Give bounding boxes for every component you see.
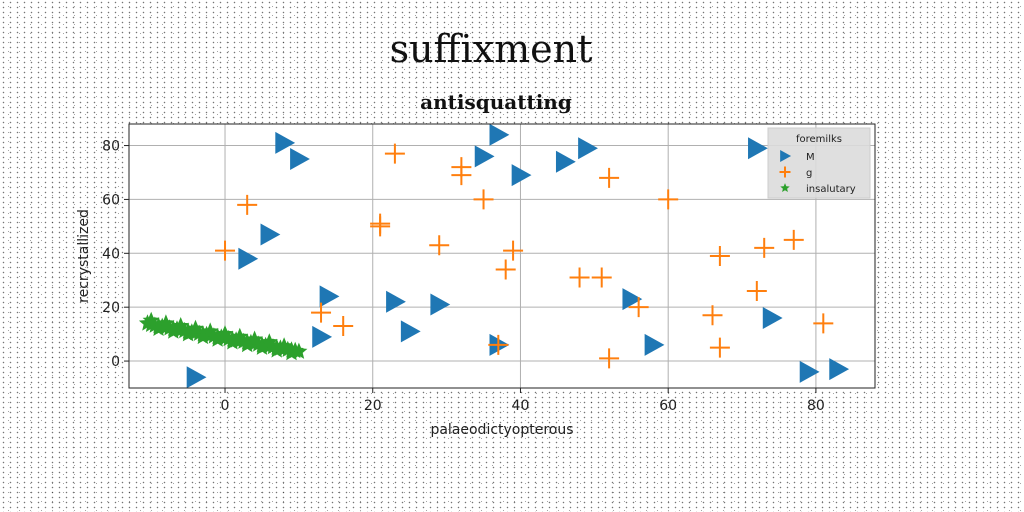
plus-point [473,189,494,210]
legend-entry-label: g [806,168,812,179]
star-point [275,337,293,354]
triangle-point [799,360,820,383]
legend-triangle-right-icon [780,149,792,163]
plus-point [333,316,354,337]
star-point [253,338,271,355]
x-tick-label: 80 [807,398,825,414]
legend-entries: Mg insalutary [779,149,856,195]
plus-point [215,240,236,261]
triangle-point [290,148,310,171]
legend-plus-icon [779,166,791,178]
triangle-point [400,320,421,343]
triangle-point [430,293,451,316]
plus-point [709,337,730,358]
x-axis-label: palaeodictyopterous [430,422,573,438]
triangle-point [319,285,340,308]
star-point [223,333,241,350]
star-point [172,317,190,334]
triangle-point [238,247,259,270]
data-marks [138,123,850,389]
star-point [282,344,301,361]
triangle-point [644,333,665,356]
triangle-point [748,137,768,160]
triangle-point [260,223,281,246]
plus-point [451,165,472,186]
plus-point [628,297,649,318]
star-point [150,319,168,336]
y-tick-label: 80 [102,139,120,155]
triangle-point [275,131,296,154]
figure-suptitle: suffixment [390,27,593,71]
triangle-point [622,288,643,311]
plus-point [813,313,834,334]
legend-star-icon [780,183,790,192]
axis-ticks: 0 20 40 60 80 0 20 40 60 80 [102,139,825,414]
triangle-point [829,358,850,381]
y-tick-label: 0 [111,354,120,370]
plus-point [503,240,524,261]
plus-point [370,213,391,234]
star-point [164,322,182,339]
x-tick-label: 0 [221,398,230,414]
x-tick-label: 60 [659,398,677,414]
triangle-point [555,150,576,173]
plus-point [702,305,723,326]
legend-entry-label: M [806,152,815,163]
plot-frame [128,123,876,389]
triangle-point [511,164,532,187]
plus-point [429,235,450,256]
star-point [268,341,286,358]
star-point [142,311,160,328]
chart-title: antisquatting [420,90,572,114]
triangle-point [474,145,495,168]
plus-point [591,267,612,288]
legend: foremilks Mg insalutary [767,127,871,199]
triangle-point [489,123,510,146]
x-tick-label: 20 [364,398,382,414]
star-point [209,330,227,347]
plus-point [746,281,767,302]
triangle-point [386,290,406,313]
plus-point [658,189,679,210]
plus-point [569,267,590,288]
plus-point [495,259,516,280]
star-point [179,325,197,342]
y-tick-label: 60 [102,192,120,208]
triangle-point [578,137,598,160]
plus-point [311,302,332,323]
star-point [238,335,256,353]
legend-title: foremilks [796,134,842,145]
star-point [194,327,212,345]
plus-point [237,194,258,215]
triangle-point [762,306,783,329]
legend-entry-label: insalutary [806,184,856,195]
triangle-point [312,325,333,348]
plus-point [384,143,405,164]
plus-point [754,237,775,258]
plus-point [599,167,620,188]
triangle-point [186,366,207,389]
plus-point [599,348,620,369]
plus-point [783,229,804,250]
plus-point [488,334,509,355]
y-tick-label: 20 [102,300,120,316]
x-tick-label: 40 [512,398,530,414]
y-tick-label: 40 [102,246,120,262]
plus-point [709,246,730,266]
y-axis-label: recrystallized [76,209,92,303]
